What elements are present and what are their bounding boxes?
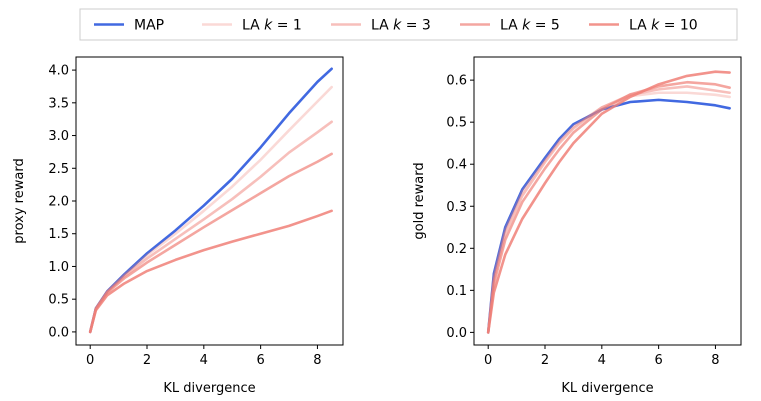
legend-label-suffix: = 1 <box>272 18 302 34</box>
legend-label-suffix: = 5 <box>530 18 560 34</box>
legend-label-0: MAP <box>134 18 164 34</box>
legend-label-prefix: LA <box>242 18 264 34</box>
y-axis-label: proxy reward <box>12 158 27 243</box>
series-line-3 <box>88 152 333 334</box>
legend-label-var: k <box>264 18 273 34</box>
y-tick-label-7: 3.5 <box>48 96 69 111</box>
x-tick-label-3: 6 <box>654 353 662 368</box>
x-tick-label-1: 2 <box>541 353 549 368</box>
y-tick-label-1: 0.5 <box>48 293 69 308</box>
y-tick-label-5: 0.5 <box>446 116 467 131</box>
legend-label-suffix: = 3 <box>401 18 431 34</box>
legend-label-suffix: = 10 <box>659 18 697 34</box>
legend-label-var: k <box>393 18 402 34</box>
y-axis-label: gold reward <box>412 162 427 239</box>
legend-label-var: k <box>522 18 531 34</box>
x-tick-label-4: 8 <box>711 353 719 368</box>
series-line-1 <box>486 91 731 334</box>
y-tick-label-3: 1.5 <box>48 227 69 242</box>
y-tick-label-6: 0.6 <box>446 74 467 89</box>
x-tick-label-4: 8 <box>313 353 321 368</box>
legend-label-2: LA k = 3 <box>371 18 431 34</box>
legend-label-4: LA k = 10 <box>629 18 698 34</box>
series-line-0 <box>486 98 731 334</box>
x-axis-label: KL divergence <box>561 381 653 396</box>
legend-label-3: LA k = 5 <box>500 18 560 34</box>
series-line-3 <box>486 80 731 334</box>
y-tick-label-4: 2.0 <box>48 195 69 210</box>
legend-label-prefix: LA <box>629 18 651 34</box>
legend-label-1: LA k = 1 <box>242 18 302 34</box>
y-tick-label-2: 1.0 <box>48 260 69 275</box>
y-tick-label-3: 0.3 <box>446 200 467 215</box>
y-tick-label-8: 4.0 <box>48 64 69 79</box>
series-line-2 <box>486 85 731 334</box>
legend: MAP LA k = 1 LA k = 3 LA k = 5 LA k = 10 <box>79 8 738 41</box>
legend-frame <box>79 8 738 41</box>
x-tick-label-2: 4 <box>598 353 606 368</box>
y-tick-label-0: 0.0 <box>446 326 467 341</box>
y-tick-label-4: 0.4 <box>446 158 467 173</box>
panel-gold-reward: 0 2 4 6 8 0.0 0.1 0.2 0.3 0.4 0.5 0.6 KL divergence g… <box>412 56 742 396</box>
x-tick-label-0: 0 <box>86 353 94 368</box>
series-line-4 <box>88 209 333 334</box>
y-tick-label-2: 0.2 <box>446 242 467 257</box>
y-tick-label-6: 3.0 <box>48 129 69 144</box>
y-tick-label-1: 0.1 <box>446 284 467 299</box>
axes-frame <box>473 56 742 346</box>
y-tick-label-5: 2.5 <box>48 162 69 177</box>
series-line-4 <box>486 70 731 334</box>
legend-label-var: k <box>651 18 660 34</box>
x-tick-label-1: 2 <box>143 353 151 368</box>
y-tick-label-0: 0.0 <box>48 325 69 340</box>
x-axis-label: KL divergence <box>163 381 255 396</box>
panel-proxy-reward: 0 2 4 6 8 0.0 0.5 1.0 1.5 2.0 2.5 3.0 3.5 4.0 KL diver… <box>12 56 344 396</box>
series-line-0 <box>88 67 333 334</box>
legend-label-prefix: LA <box>500 18 522 34</box>
x-tick-label-0: 0 <box>484 353 492 368</box>
x-tick-label-2: 4 <box>200 353 208 368</box>
x-tick-label-3: 6 <box>256 353 264 368</box>
legend-label-prefix: LA <box>371 18 393 34</box>
series-line-2 <box>88 120 333 334</box>
series-line-1 <box>88 85 333 334</box>
